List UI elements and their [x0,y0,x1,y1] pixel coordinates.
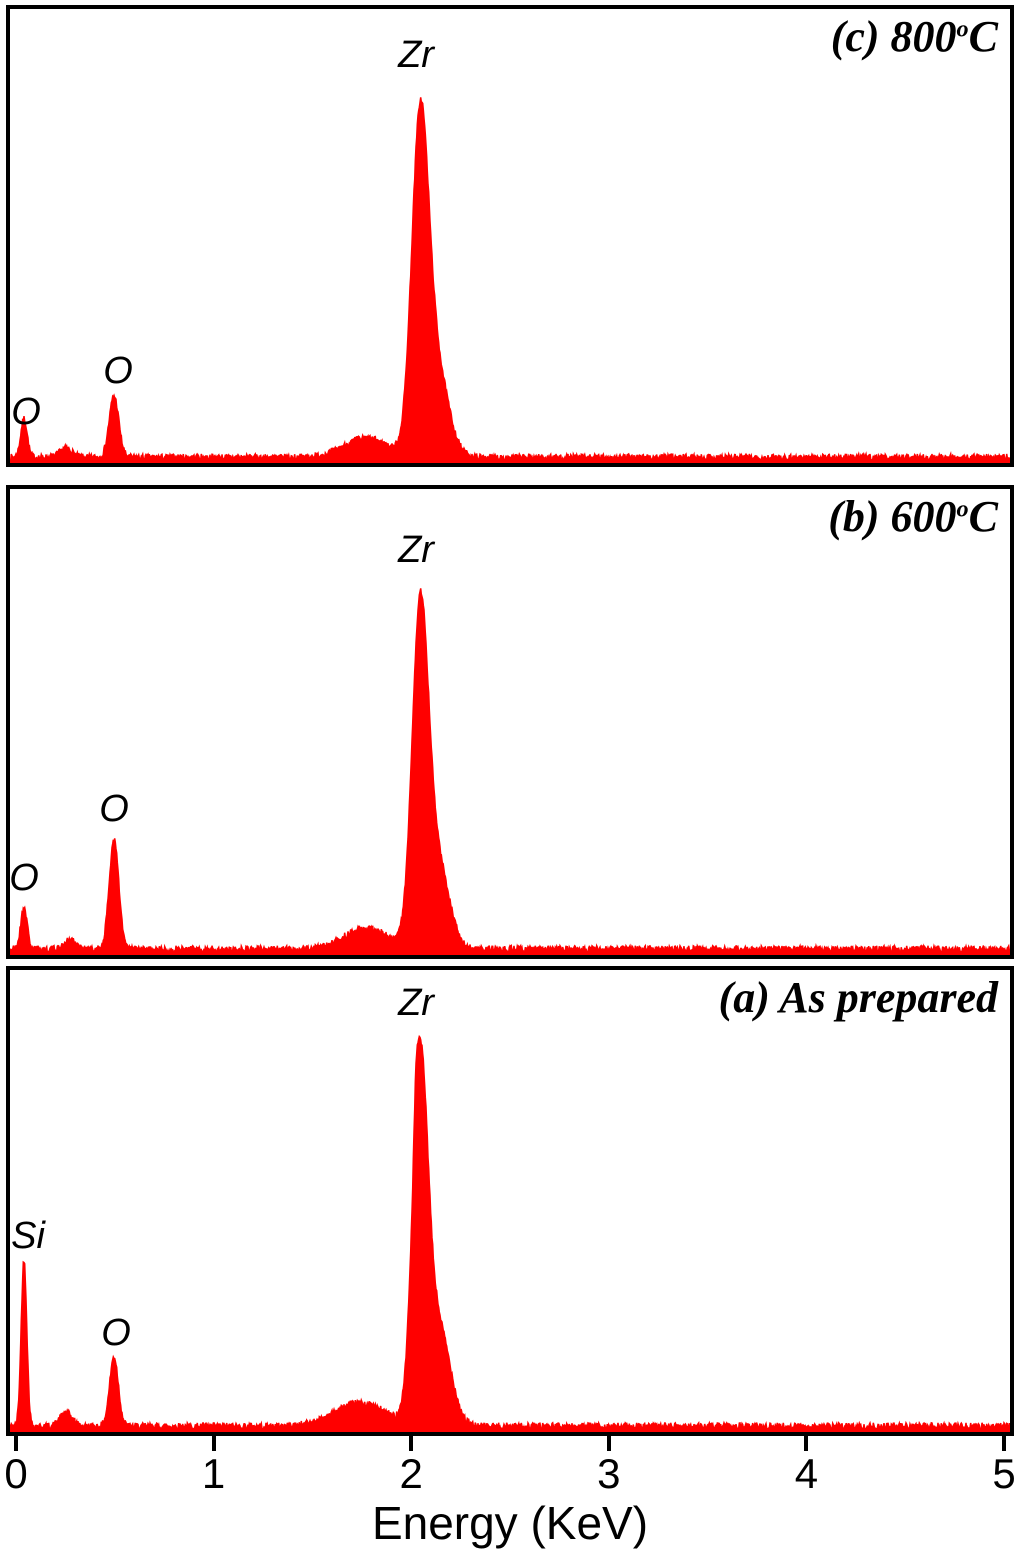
x-axis-title: Energy (KeV) [371,1497,649,1549]
x-tick-mark [606,1436,611,1451]
spectrum-plot-a [10,970,1010,1432]
panel-title-text: (a) As prepared [718,973,998,1022]
x-tick-label: 3 [597,1450,621,1497]
x-tick-mark [409,1436,414,1451]
x-tick-label: 4 [794,1450,819,1497]
x-tick-label: 5 [992,1450,1016,1497]
spectrum-area [10,1036,1010,1432]
peak-label-o: O [11,390,41,433]
degree-superscript: o [956,15,969,43]
peak-label-o: O [9,857,39,900]
panel-title-unit: C [968,12,998,61]
panel-title-text: (c) 800 [830,12,957,61]
degree-superscript: o [956,495,969,523]
x-tick-label: 0 [4,1450,28,1497]
x-tick-mark [1002,1436,1006,1451]
x-tick-mark [14,1436,18,1451]
spectrum-area [10,97,1010,463]
spectrum-panel-c: (c) 800oC Zr O O [6,5,1014,467]
spectrum-panel-a: (a) As prepared Zr Si O [6,966,1014,1436]
x-tick-label: 2 [399,1450,423,1497]
peak-label-o: O [103,349,133,392]
x-axis: 0 1 2 3 4 5 [4,1436,1016,1497]
panel-title-b: (b) 600oC [828,492,998,541]
peak-label-o: O [99,787,129,830]
peak-label-o: O [101,1312,131,1355]
x-tick-mark [804,1436,809,1451]
spectrum-area [10,588,1010,955]
x-tick-label: 1 [201,1450,226,1497]
spectrum-panel-b: (b) 600oC Zr O O [6,485,1014,959]
spectrum-plot-b [10,489,1010,955]
panel-title-a: (a) As prepared [718,973,998,1022]
peak-label-zr: Zr [398,34,434,77]
peak-label-zr: Zr [398,981,434,1024]
peak-label-zr: Zr [398,528,434,571]
peak-label-si: Si [11,1215,45,1258]
spectrum-plot-c [10,9,1010,463]
panel-title-c: (c) 800oC [830,12,998,61]
panel-title-unit: C [968,492,998,541]
x-tick-mark [211,1436,216,1451]
panel-title-text: (b) 600 [828,492,957,541]
